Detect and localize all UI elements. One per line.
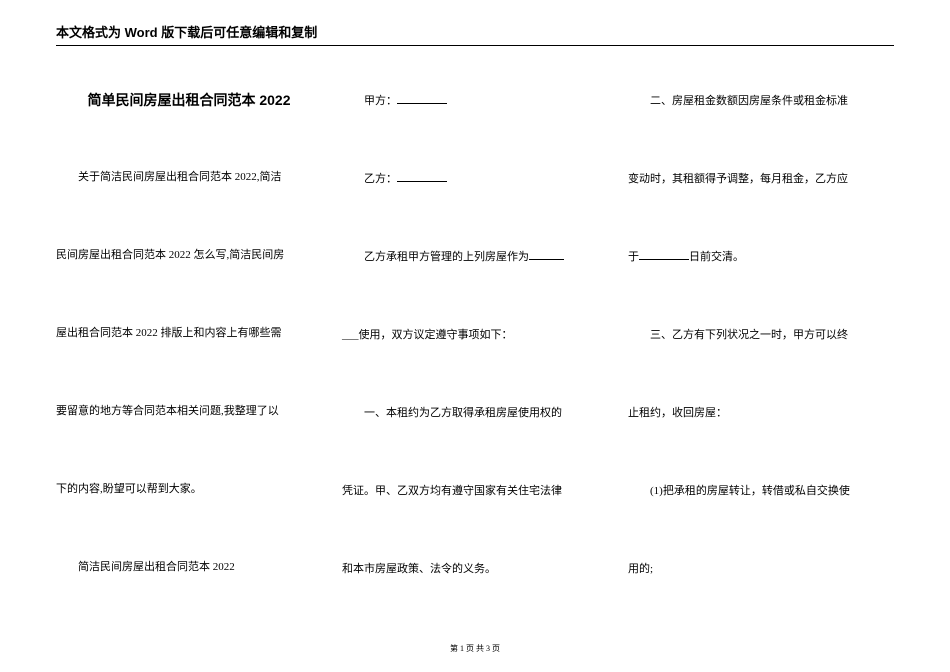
- c3-p6: (1)把承租的房屋转让，转借或私自交换使: [628, 480, 894, 502]
- c2-p4: ___使用，双方议定遵守事项如下：: [342, 324, 608, 346]
- c2-p7: 和本市房屋政策、法令的义务。: [342, 558, 608, 580]
- c3-p2: 变动时，其租额得予调整，每月租金，乙方应: [628, 168, 894, 190]
- c2-p6: 凭证。甲、乙双方均有遵守国家有关住宅法律: [342, 480, 608, 502]
- c1-p2: 民间房屋出租合同范本 2022 怎么写,简洁民间房: [56, 244, 322, 266]
- c3-p4: 三、乙方有下列状况之一时，甲方可以终: [628, 324, 894, 346]
- content-area: 简单民间房屋出租合同范本 2022 关于简洁民间房屋出租合同范本 2022,简洁…: [56, 78, 894, 622]
- c2-p3-text: 乙方承租甲方管理的上列房屋作为: [364, 251, 529, 263]
- c2-p1-text: 甲方：: [364, 95, 397, 107]
- c3-p3: 于 日前交清。: [628, 246, 894, 268]
- page-footer: 第 1 页 共 3 页: [0, 643, 950, 654]
- doc-title: 简单民间房屋出租合同范本 2022: [56, 90, 322, 110]
- c3-p1: 二、房屋租金数额因房屋条件或租金标准: [628, 90, 894, 112]
- c2-p2: 乙方：: [342, 168, 608, 190]
- blank-field: [639, 250, 689, 260]
- blank-field: [529, 250, 564, 260]
- c1-p6: 简洁民间房屋出租合同范本 2022: [56, 556, 322, 578]
- c2-p1: 甲方：: [342, 90, 608, 112]
- blank-field: [397, 94, 447, 104]
- column-3: 二、房屋租金数额因房屋条件或租金标准 变动时，其租额得予调整，每月租金，乙方应 …: [628, 78, 894, 622]
- c2-p5: 一、本租约为乙方取得承租房屋使用权的: [342, 402, 608, 424]
- c1-p5: 下的内容,盼望可以帮到大家。: [56, 478, 322, 500]
- c2-p3: 乙方承租甲方管理的上列房屋作为: [342, 246, 608, 268]
- c2-p2-text: 乙方：: [364, 173, 397, 185]
- blank-field: [397, 172, 447, 182]
- c1-p3: 屋出租合同范本 2022 排版上和内容上有哪些需: [56, 322, 322, 344]
- column-1: 简单民间房屋出租合同范本 2022 关于简洁民间房屋出租合同范本 2022,简洁…: [56, 78, 322, 622]
- column-2: 甲方： 乙方： 乙方承租甲方管理的上列房屋作为 ___使用，双方议定遵守事项如下…: [342, 78, 608, 622]
- c3-p3b: 日前交清。: [689, 251, 744, 263]
- c1-p4: 要留意的地方等合同范本相关问题,我整理了以: [56, 400, 322, 422]
- doc-header: 本文格式为 Word 版下载后可任意编辑和复制: [56, 22, 894, 46]
- c3-p7: 用的;: [628, 558, 894, 580]
- c1-p1: 关于简洁民间房屋出租合同范本 2022,简洁: [56, 166, 322, 188]
- c3-p3a: 于: [628, 251, 639, 263]
- c3-p5: 止租约，收回房屋：: [628, 402, 894, 424]
